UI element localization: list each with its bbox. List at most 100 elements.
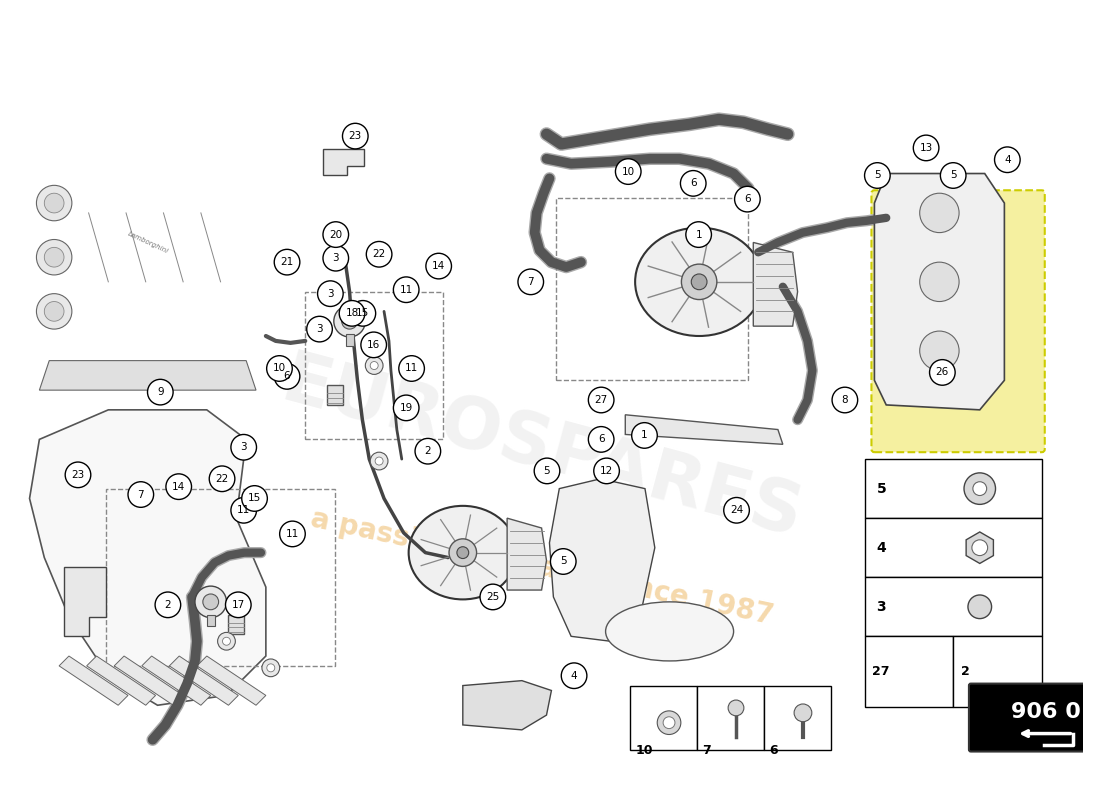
Text: 19: 19: [399, 403, 412, 413]
Bar: [865, 518, 1042, 578]
Circle shape: [615, 158, 641, 184]
Ellipse shape: [635, 228, 763, 336]
Text: 10: 10: [621, 166, 635, 177]
Circle shape: [930, 360, 955, 386]
Circle shape: [375, 457, 383, 465]
Text: 3: 3: [327, 289, 333, 298]
Ellipse shape: [606, 602, 734, 661]
Circle shape: [588, 387, 614, 413]
Text: 18: 18: [345, 308, 359, 318]
Polygon shape: [40, 361, 256, 390]
Polygon shape: [142, 656, 211, 706]
Text: 11: 11: [405, 363, 418, 374]
Text: 7: 7: [138, 490, 144, 499]
Text: 12: 12: [600, 466, 613, 476]
Text: 4: 4: [1004, 154, 1011, 165]
Text: 14: 14: [172, 482, 185, 492]
Circle shape: [262, 659, 279, 677]
Circle shape: [361, 332, 386, 358]
Text: 7: 7: [702, 744, 711, 757]
Circle shape: [226, 592, 251, 618]
Text: 4: 4: [877, 541, 887, 554]
Circle shape: [588, 426, 614, 452]
Polygon shape: [197, 656, 266, 706]
Text: 23: 23: [349, 131, 362, 141]
Bar: [229, 614, 244, 634]
Circle shape: [794, 704, 812, 722]
Circle shape: [691, 274, 707, 290]
Circle shape: [735, 186, 760, 212]
Ellipse shape: [408, 506, 517, 599]
Text: 7: 7: [527, 277, 535, 287]
Text: 11: 11: [286, 529, 299, 539]
Circle shape: [350, 301, 376, 326]
Circle shape: [832, 387, 858, 413]
Circle shape: [365, 357, 383, 374]
Text: 8: 8: [842, 395, 848, 405]
Circle shape: [65, 462, 91, 488]
Bar: [630, 686, 697, 750]
Bar: [207, 614, 215, 626]
Circle shape: [394, 395, 419, 421]
Circle shape: [323, 222, 349, 247]
Circle shape: [940, 162, 966, 188]
Text: 2: 2: [961, 666, 970, 678]
Text: 2: 2: [165, 600, 172, 610]
Polygon shape: [323, 149, 364, 175]
Circle shape: [218, 632, 235, 650]
Circle shape: [913, 135, 939, 161]
Text: 11: 11: [238, 506, 251, 515]
Text: 27: 27: [594, 395, 608, 405]
Circle shape: [147, 379, 173, 405]
Circle shape: [920, 331, 959, 370]
Text: 3: 3: [241, 442, 248, 452]
Circle shape: [371, 362, 378, 370]
Text: 22: 22: [216, 474, 229, 484]
Circle shape: [724, 498, 749, 523]
Circle shape: [657, 711, 681, 734]
Polygon shape: [966, 532, 993, 563]
Circle shape: [394, 277, 419, 302]
Circle shape: [231, 434, 256, 460]
Circle shape: [994, 147, 1020, 173]
Circle shape: [209, 466, 234, 491]
Circle shape: [631, 422, 658, 448]
Circle shape: [155, 592, 180, 618]
Text: 11: 11: [399, 285, 412, 294]
Text: 5: 5: [543, 466, 550, 476]
Text: EUROSPARES: EUROSPARES: [274, 346, 810, 552]
Bar: [345, 334, 353, 346]
Circle shape: [44, 247, 64, 267]
Text: 3: 3: [316, 324, 322, 334]
Polygon shape: [30, 410, 266, 706]
Circle shape: [728, 700, 744, 716]
Text: 9: 9: [157, 387, 164, 397]
Circle shape: [681, 170, 706, 196]
Circle shape: [339, 301, 365, 326]
Circle shape: [342, 314, 358, 329]
Circle shape: [594, 458, 619, 484]
Circle shape: [663, 717, 675, 729]
Text: 6: 6: [284, 371, 290, 382]
Circle shape: [202, 594, 219, 610]
Circle shape: [266, 356, 293, 382]
Circle shape: [535, 458, 560, 484]
Text: 906 01: 906 01: [1011, 702, 1097, 722]
Circle shape: [36, 186, 72, 221]
Circle shape: [44, 302, 64, 322]
Bar: [697, 686, 764, 750]
Text: 10: 10: [635, 744, 652, 757]
Text: 1: 1: [641, 430, 648, 441]
Circle shape: [333, 306, 365, 337]
Polygon shape: [64, 567, 107, 636]
Circle shape: [342, 123, 369, 149]
Text: 21: 21: [280, 257, 294, 267]
Text: 10: 10: [273, 363, 286, 374]
Polygon shape: [625, 414, 783, 444]
Circle shape: [128, 482, 154, 507]
Polygon shape: [114, 656, 184, 706]
Bar: [954, 636, 1042, 707]
Circle shape: [279, 521, 306, 546]
Text: 5: 5: [874, 170, 881, 181]
Text: 1: 1: [695, 230, 702, 239]
